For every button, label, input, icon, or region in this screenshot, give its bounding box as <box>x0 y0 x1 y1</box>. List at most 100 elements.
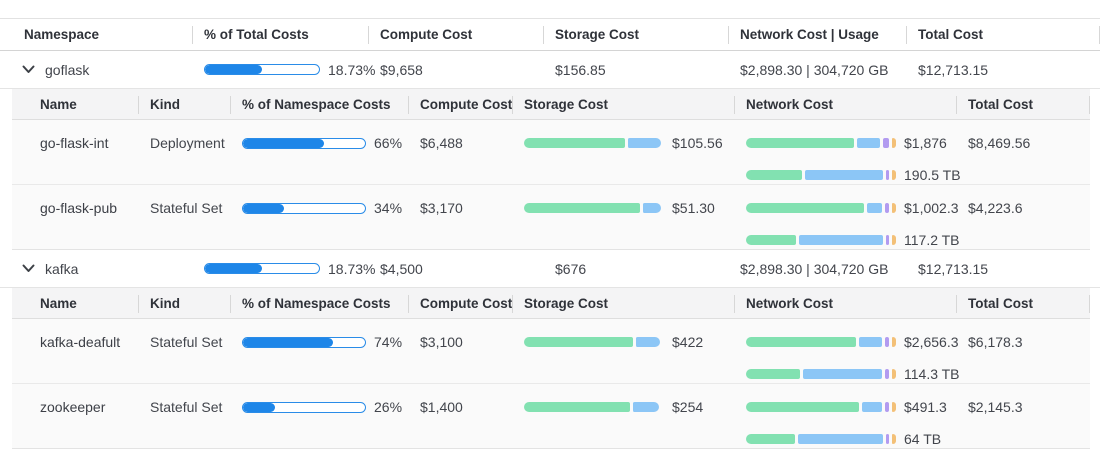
wh-storage-cost: Storage Cost <box>512 288 734 319</box>
percent-namespace-costs-label: 74% <box>374 334 403 350</box>
workload-compute-cost: $1,400 <box>420 399 463 415</box>
workload-total-cost: $4,223.6 <box>968 200 1023 216</box>
percent-namespace-costs-bar <box>242 336 366 348</box>
workload-name: go-flask-pub <box>40 200 118 216</box>
wh-compute-cost: Compute Cost <box>408 89 512 120</box>
namespace-total-cost: $12,713.15 <box>918 260 989 277</box>
workload-header-row: Name Kind % of Namespace Costs Compute C… <box>12 288 1090 319</box>
network-cost-bar <box>746 138 896 148</box>
percent-total-costs-label: 18.73% <box>328 260 376 277</box>
workload-pct-cell: 34% <box>230 185 408 217</box>
namespace-row-kafka[interactable]: kafka 18.73% $4,500 $676 $2,898.30 | 304… <box>0 250 1100 288</box>
namespace-compute-cost: $9,658 <box>380 61 423 78</box>
storage-cost-bar <box>524 203 664 213</box>
percent-total-costs-label: 18.73% <box>328 61 376 78</box>
workload-network-cell: $1,002.3 117.2 TB <box>734 185 960 249</box>
workload-name: go-flask-int <box>40 135 109 151</box>
workload-kind: Stateful Set <box>150 200 223 216</box>
workload-row-go-flask-int: go-flask-int Deployment 66% $6,488 $105.… <box>12 120 1090 185</box>
namespace-pct-cell: 18.73% <box>192 261 375 277</box>
workload-name: kafka-deafult <box>40 334 121 350</box>
percent-namespace-costs-label: 26% <box>374 399 403 415</box>
chevron-down-icon[interactable] <box>22 65 35 74</box>
wh-kind: Kind <box>138 288 230 319</box>
workload-compute-cost: $6,488 <box>420 135 463 151</box>
workload-kind: Stateful Set <box>150 399 223 415</box>
namespace-network-cost-usage: $2,898.30 | 304,720 GB <box>740 61 889 78</box>
storage-cost-bar <box>524 337 664 347</box>
percent-namespace-costs-bar <box>242 137 366 149</box>
workload-compute-cost: $3,100 <box>420 334 463 350</box>
workload-name: zookeeper <box>40 399 106 415</box>
network-cost-label: $2,656.3 <box>904 334 959 350</box>
table-header-row: Namespace % of Total Costs Compute Cost … <box>0 18 1100 51</box>
storage-cost-label: $254 <box>672 399 704 415</box>
workloads-table-goflask: Name Kind % of Namespace Costs Compute C… <box>12 89 1090 250</box>
storage-cost-label: $105.56 <box>672 135 723 151</box>
percent-total-costs-bar <box>204 263 320 274</box>
wh-network-cost: Network Cost <box>734 288 956 319</box>
wh-compute-cost: Compute Cost <box>408 288 512 319</box>
network-usage-label: 64 TB <box>904 431 942 447</box>
network-usage-label: 190.5 TB <box>904 167 961 183</box>
workload-storage-cell: $105.56 <box>512 120 734 152</box>
wh-total-cost: Total Cost <box>956 89 1090 120</box>
network-cost-bar <box>746 402 896 412</box>
storage-cost-label: $422 <box>672 334 704 350</box>
header-network-cost-usage: Network Cost | Usage <box>728 19 906 50</box>
network-usage-bar <box>746 170 896 180</box>
network-usage-label: 114.3 TB <box>904 366 960 382</box>
workload-kind: Stateful Set <box>150 334 223 350</box>
workload-total-cost: $6,178.3 <box>968 334 1023 350</box>
header-storage-cost: Storage Cost <box>543 19 728 50</box>
namespace-name: kafka <box>45 260 79 277</box>
namespace-name: goflask <box>45 61 90 78</box>
storage-cost-bar <box>524 402 664 412</box>
workload-network-cell: $491.3 64 TB <box>734 384 956 448</box>
workloads-table-kafka: Name Kind % of Namespace Costs Compute C… <box>12 288 1090 449</box>
workload-row-kafka-deafult: kafka-deafult Stateful Set 74% $3,100 $4… <box>12 319 1090 384</box>
namespace-storage-cost: $156.85 <box>555 61 606 78</box>
percent-total-costs-bar <box>204 64 320 75</box>
wh-namespace-costs-pct: % of Namespace Costs <box>230 89 408 120</box>
wh-kind: Kind <box>138 89 230 120</box>
namespace-storage-cost: $676 <box>555 260 587 277</box>
header-total-costs-pct: % of Total Costs <box>192 19 368 50</box>
namespace-pct-cell: 18.73% <box>192 62 375 78</box>
percent-namespace-costs-label: 66% <box>374 135 403 151</box>
network-usage-label: 117.2 TB <box>904 232 960 248</box>
workload-total-cost: $2,145.3 <box>968 399 1023 415</box>
wh-name: Name <box>40 97 77 112</box>
workload-pct-cell: 66% <box>230 120 408 152</box>
header-namespace: Namespace <box>24 27 100 42</box>
workload-pct-cell: 74% <box>230 319 408 351</box>
namespace-name-cell: kafka <box>0 261 192 277</box>
chevron-down-icon[interactable] <box>22 264 35 273</box>
wh-namespace-costs-pct: % of Namespace Costs <box>230 288 408 319</box>
header-total-cost: Total Cost <box>906 19 1100 50</box>
workload-kind: Deployment <box>150 135 225 151</box>
namespace-row-goflask[interactable]: goflask 18.73% $9,658 $156.85 $2,898.30 … <box>0 51 1100 89</box>
network-cost-label: $491.3 <box>904 399 947 415</box>
workload-network-cell: $2,656.3 114.3 TB <box>734 319 960 383</box>
namespace-compute-cost: $4,500 <box>380 260 423 277</box>
header-compute-cost: Compute Cost <box>368 19 543 50</box>
namespace-total-cost: $12,713.15 <box>918 61 989 78</box>
workload-compute-cost: $3,170 <box>420 200 463 216</box>
percent-namespace-costs-bar <box>242 202 366 214</box>
network-usage-bar <box>746 235 896 245</box>
network-cost-label: $1,002.3 <box>904 200 959 216</box>
workload-total-cost: $8,469.56 <box>968 135 1031 151</box>
network-cost-label: $1,876 <box>904 135 947 151</box>
wh-total-cost: Total Cost <box>956 288 1090 319</box>
workload-storage-cell: $422 <box>512 319 734 351</box>
workload-header-row: Name Kind % of Namespace Costs Compute C… <box>12 89 1090 120</box>
network-usage-bar <box>746 369 896 379</box>
wh-name: Name <box>40 296 77 311</box>
workload-row-go-flask-pub: go-flask-pub Stateful Set 34% $3,170 $51… <box>12 185 1090 249</box>
namespace-network-cost-usage: $2,898.30 | 304,720 GB <box>740 260 889 277</box>
storage-cost-label: $51.30 <box>672 200 715 216</box>
network-cost-bar <box>746 337 896 347</box>
workload-storage-cell: $51.30 <box>512 185 734 217</box>
